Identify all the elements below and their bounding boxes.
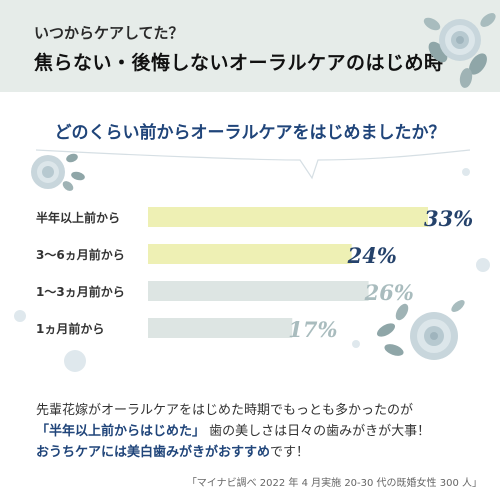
category-label: 3〜6ヵ月前から	[36, 247, 125, 262]
bar-chart: 半年以上前から 33% 3〜6ヵ月前から 24% 1〜3ヵ月前から 26% 1ヵ月前から 17…	[36, 206, 473, 342]
summary-highlight-2: おうちケアには美白歯みがきがおすすめ	[36, 445, 271, 460]
summary-line-2: 「半年以上前からはじめた」 歯の美しさは日々の歯みがきが大事！	[36, 421, 430, 442]
header-banner: いつからケアしてた？ 焦らない・後悔しないオーラルケアのはじめ時	[0, 0, 500, 92]
category-label: 半年以上前から	[36, 210, 120, 225]
decor-dot	[64, 350, 86, 372]
summary-line-2-rest: 歯の美しさは日々の歯みがきが大事！	[209, 424, 431, 439]
speech-bubble-outline	[35, 149, 471, 180]
decor-dot	[476, 258, 490, 272]
rose-decoration-top-right	[423, 13, 496, 88]
summary-line-3: おうちケアには美白歯みがきがおすすめです！	[36, 442, 430, 463]
summary-line-1: 先輩花嫁がオーラルケアをはじめた時期でもっとも多かったのが	[36, 403, 414, 418]
decor-dot	[462, 168, 470, 176]
value-label: 17%	[288, 317, 337, 342]
category-label: 1ヵ月前から	[36, 321, 104, 336]
bar	[148, 318, 293, 338]
summary-text: 先輩花嫁がオーラルケアをはじめた時期でもっとも多かったのが 「半年以上前からはじ…	[36, 400, 430, 463]
summary-highlight-1: 「半年以上前からはじめた」	[36, 424, 206, 439]
value-label: 26%	[364, 280, 414, 305]
bar	[148, 244, 352, 264]
value-label: 24%	[347, 243, 397, 268]
header-subtitle: いつからケアしてた？	[34, 24, 184, 42]
rose-decoration-bottom-right	[376, 300, 465, 360]
decor-dot	[352, 340, 360, 348]
summary-line-3-rest: です！	[270, 445, 310, 460]
rose-decoration-left	[31, 153, 85, 191]
bar	[148, 207, 428, 227]
survey-question: どのくらい前からオーラルケアをはじめましたか？	[54, 123, 446, 143]
header-title: 焦らない・後悔しないオーラルケアのはじめ時	[34, 52, 444, 74]
source-note: 「マイナビ調べ 2022 年 4 月実施 20-30 代の既婚女性 300 人」	[186, 478, 482, 489]
value-label: 33%	[424, 206, 473, 231]
category-label: 1〜3ヵ月前から	[36, 284, 125, 299]
bar	[148, 281, 369, 301]
decor-dot	[14, 310, 26, 322]
